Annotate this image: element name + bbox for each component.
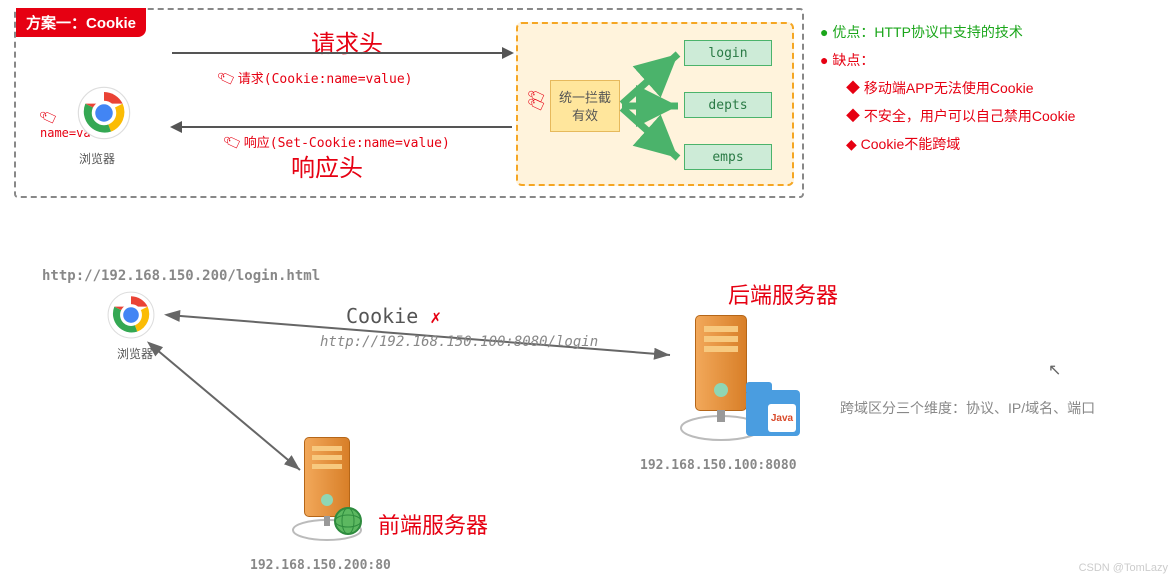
side-panel: 优点：HTTP协议中支持的技术 缺点： 移动端APP无法使用Cookie 不安全… xyxy=(820,18,1160,158)
green-arrows-group xyxy=(618,34,688,174)
chrome-icon xyxy=(106,290,156,340)
front-server-icon xyxy=(285,430,375,550)
chrome-icon xyxy=(76,85,132,141)
endpoint-login: login xyxy=(684,40,772,66)
endpoint-emps: emps xyxy=(684,144,772,170)
scheme-badge: 方案一：Cookie xyxy=(16,8,146,37)
cursor-icon: ↖ xyxy=(1048,360,1061,380)
front-server-label: 前端服务器 xyxy=(378,508,488,540)
endpoint-depts: depts xyxy=(684,92,772,118)
disadvantage-2: 不安全，用户可以自己禁用Cookie xyxy=(846,102,1160,130)
url-login-html: http://192.168.150.200/login.html xyxy=(42,268,320,284)
intercept-box: 统一拦截 有效 xyxy=(550,80,620,132)
response-header-label: 响应头 xyxy=(291,148,363,183)
cookie-text: Cookie xyxy=(346,304,418,328)
disadvantage-label: 缺点： xyxy=(820,46,1160,74)
cookie-fail-icon: ✗ xyxy=(430,307,441,328)
cross-domain-note: 跨域区分三个维度：协议、IP/域名、端口 xyxy=(840,398,1095,418)
tag-icon: 🏷 xyxy=(216,68,238,89)
front-server-ip: 192.168.150.200:80 xyxy=(250,558,391,573)
url-backend-login: http://192.168.150.100:8080/login xyxy=(320,334,598,350)
advantage-row: 优点：HTTP协议中支持的技术 xyxy=(820,18,1160,46)
disadvantage-1: 移动端APP无法使用Cookie xyxy=(846,74,1160,102)
intercept-line1: 统一拦截 xyxy=(551,89,619,107)
disadvantage-3: Cookie不能跨域 xyxy=(846,130,1160,158)
browser-label: 浏览器 xyxy=(79,150,115,167)
response-line-value: 响应(Set-Cookie:name=value) xyxy=(244,136,450,151)
advantage-text: HTTP协议中支持的技术 xyxy=(874,24,1023,40)
request-arrow xyxy=(172,52,512,54)
request-line-value: 请求(Cookie:name=value) xyxy=(238,72,413,87)
response-line-text: 🏷响应(Set-Cookie:name=value) xyxy=(224,132,450,151)
globe-icon xyxy=(333,506,363,536)
top-panel: 方案一：Cookie 请求头 响应头 🏷请求(Cookie:name=value… xyxy=(14,8,804,198)
java-label: Java xyxy=(768,404,796,432)
watermark: CSDN @TomLazy xyxy=(1079,562,1168,574)
response-arrow xyxy=(172,126,512,128)
advantage-label: 优点： xyxy=(832,24,874,40)
back-server-label: 后端服务器 xyxy=(728,278,838,310)
java-folder-icon: Java xyxy=(746,390,800,436)
back-server-ip: 192.168.150.100:8080 xyxy=(640,458,797,473)
intercept-line2: 有效 xyxy=(551,107,619,125)
cookie-label: Cookie ✗ xyxy=(346,304,441,328)
request-line-text: 🏷请求(Cookie:name=value) xyxy=(218,68,413,87)
browser-label: 浏览器 xyxy=(117,345,153,362)
tag-icon: 🏷 xyxy=(222,132,244,153)
backend-box: 🏷 统一拦截 有效 login depts emps xyxy=(516,22,794,186)
